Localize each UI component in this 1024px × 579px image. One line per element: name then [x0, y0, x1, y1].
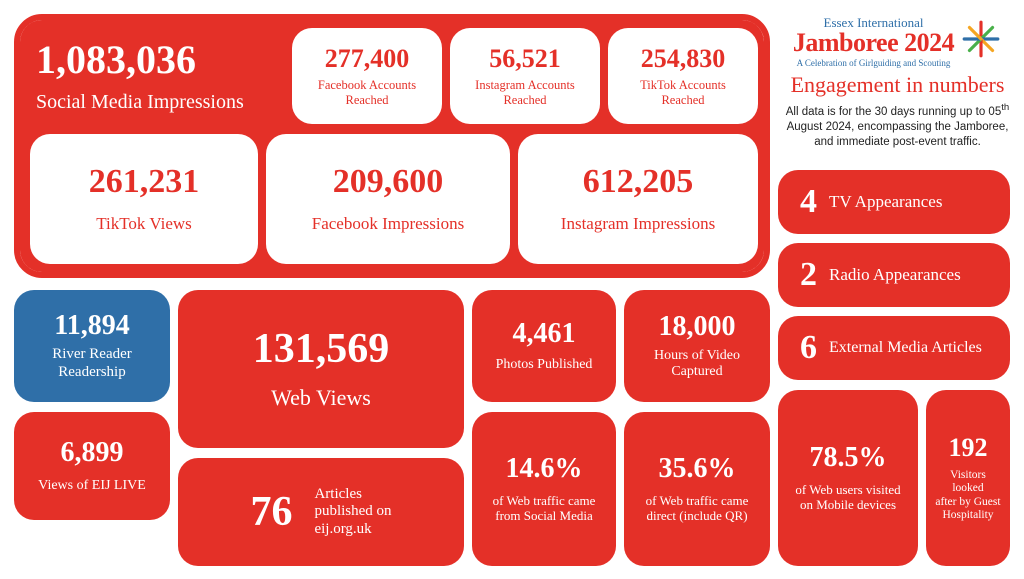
- card-direct-percent: 35.6% of Web traffic camedirect (include…: [624, 412, 770, 566]
- photos-value: 4,461: [513, 319, 576, 348]
- river-value: 11,894: [54, 311, 129, 340]
- ext-media-label: External Media Articles: [829, 339, 982, 357]
- smi-label: Social Media Impressions: [36, 91, 244, 114]
- fb-reach-value: 277,400: [325, 45, 410, 72]
- header-tagline: Engagement in numbers: [780, 72, 1015, 98]
- card-tiktok-reach: 254,830 TikTok AccountsReached: [608, 28, 758, 124]
- header-description: All data is for the 30 days running up t…: [780, 102, 1015, 150]
- header-title: Jamboree 2024: [793, 28, 954, 58]
- card-facebook-reach: 277,400 Facebook AccountsReached: [292, 28, 442, 124]
- video-label: Hours of VideoCaptured: [654, 348, 740, 380]
- ig-imp-label: Instagram Impressions: [561, 214, 715, 234]
- card-social-percent: 14.6% of Web traffic camefrom Social Med…: [472, 412, 616, 566]
- card-visitors-hospitality: 192 Visitors looked after by Guest Hospi…: [926, 390, 1010, 566]
- radio-label: Radio Appearances: [829, 265, 961, 285]
- card-radio-appearances: 2 Radio Appearances: [778, 243, 1010, 307]
- burst-icon: [960, 18, 1002, 60]
- header-pretitle: Essex International: [793, 18, 954, 28]
- header-logo: Essex International Jamboree 2024 A Cele…: [780, 18, 1015, 150]
- ig-reach-value: 56,521: [489, 45, 561, 72]
- web-views-value: 131,569: [253, 327, 390, 371]
- direct-pct-label: of Web traffic camedirect (include QR): [646, 494, 749, 524]
- tv-label: TV Appearances: [829, 192, 942, 212]
- card-video-hours: 18,000 Hours of VideoCaptured: [624, 290, 770, 402]
- web-views-label: Web Views: [271, 385, 371, 410]
- direct-pct-value: 35.6%: [659, 454, 736, 483]
- fb-imp-label: Facebook Impressions: [312, 214, 465, 234]
- header-subtitle: A Celebration of Girlguiding and Scoutin…: [793, 58, 954, 68]
- tv-value: 4: [800, 184, 817, 220]
- tt-views-label: TikTok Views: [96, 214, 192, 234]
- card-external-media: 6 External Media Articles: [778, 316, 1010, 380]
- radio-value: 2: [800, 257, 817, 293]
- mobile-pct-value: 78.5%: [810, 443, 887, 472]
- tt-reach-value: 254,830: [641, 45, 726, 72]
- articles-value: 76: [250, 490, 292, 534]
- card-eij-live-views: 6,899 Views of EIJ LIVE: [14, 412, 170, 520]
- river-label: River ReaderReadership: [52, 346, 132, 381]
- card-tiktok-views: 261,231 TikTok Views: [30, 134, 258, 264]
- ig-reach-label: Instagram AccountsReached: [475, 78, 575, 107]
- card-facebook-impressions: 209,600 Facebook Impressions: [266, 134, 510, 264]
- visitors-label: Visitors looked after by Guest Hospitali…: [934, 469, 1002, 522]
- ext-media-value: 6: [800, 330, 817, 366]
- fb-imp-value: 209,600: [333, 164, 444, 200]
- smi-value: 1,083,036: [36, 39, 196, 81]
- card-mobile-percent: 78.5% of Web users visitedon Mobile devi…: [778, 390, 918, 566]
- social-pct-label: of Web traffic camefrom Social Media: [493, 494, 596, 524]
- card-instagram-impressions: 612,205 Instagram Impressions: [518, 134, 758, 264]
- card-river-reader: 11,894 River ReaderReadership: [14, 290, 170, 402]
- articles-label: Articles published on eij.org.uk: [314, 486, 391, 538]
- video-value: 18,000: [659, 312, 736, 341]
- card-photos-published: 4,461 Photos Published: [472, 290, 616, 402]
- visitors-value: 192: [949, 434, 988, 461]
- card-tv-appearances: 4 TV Appearances: [778, 170, 1010, 234]
- fb-reach-label: Facebook AccountsReached: [318, 78, 416, 107]
- card-web-views: 131,569 Web Views: [178, 290, 464, 448]
- mobile-pct-label: of Web users visitedon Mobile devices: [795, 483, 900, 513]
- tt-views-value: 261,231: [89, 164, 200, 200]
- social-pct-value: 14.6%: [506, 454, 583, 483]
- card-instagram-reach: 56,521 Instagram AccountsReached: [450, 28, 600, 124]
- tt-reach-label: TikTok AccountsReached: [640, 78, 726, 107]
- photos-label: Photos Published: [496, 357, 593, 373]
- ig-imp-value: 612,205: [583, 164, 694, 200]
- eij-live-label: Views of EIJ LIVE: [38, 478, 146, 494]
- card-articles-published: 76 Articles published on eij.org.uk: [178, 458, 464, 566]
- card-social-media-impressions: 1,083,036 Social Media Impressions: [28, 26, 286, 126]
- eij-live-value: 6,899: [61, 438, 124, 467]
